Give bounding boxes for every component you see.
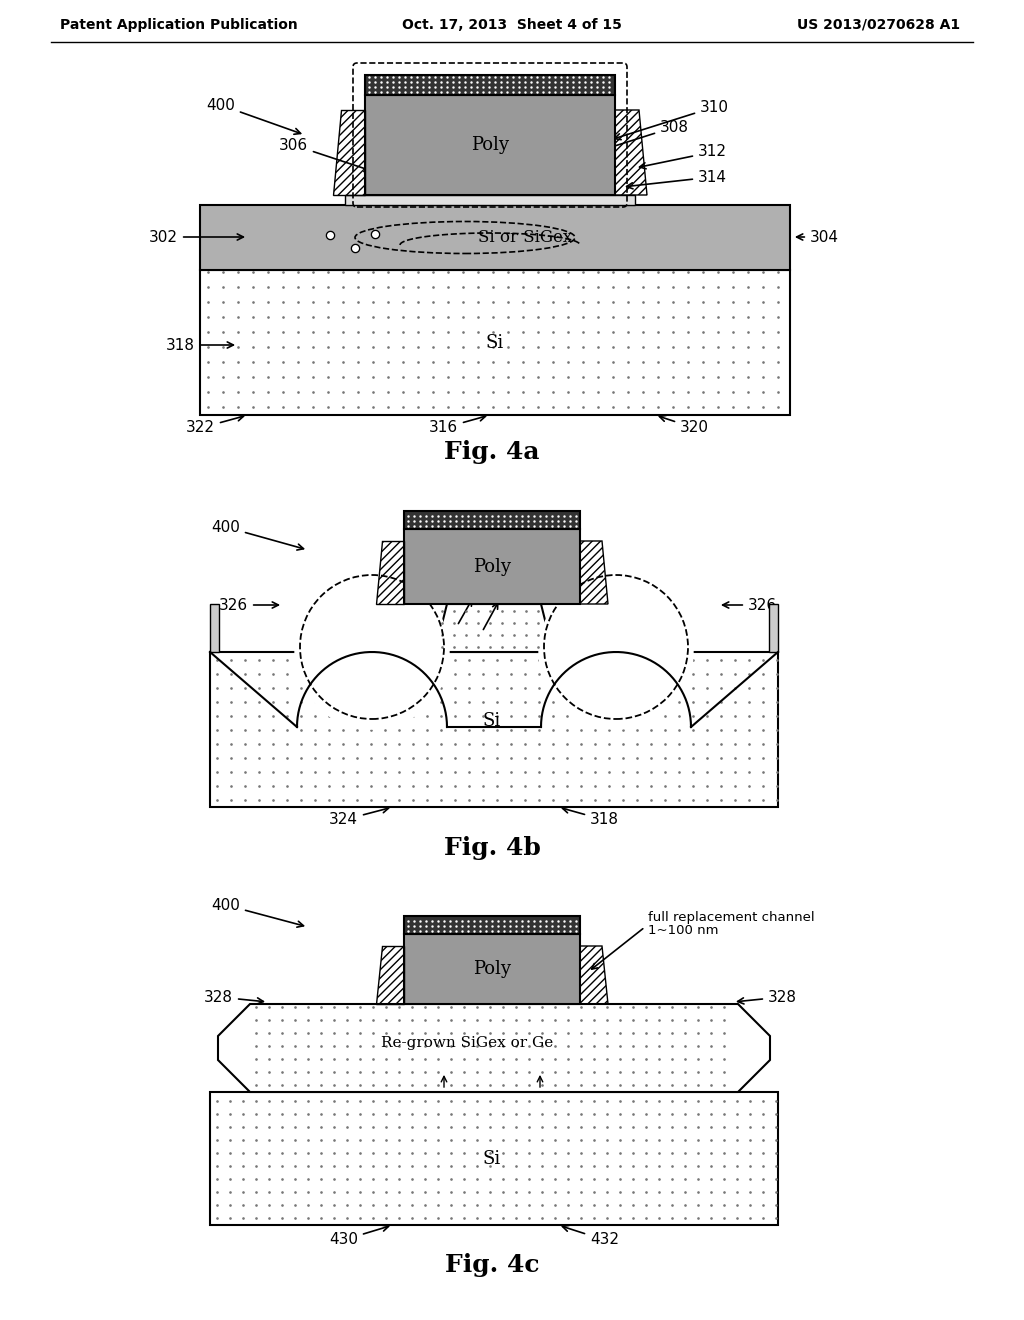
Bar	[200, 205, 790, 271]
Text: 1~100 nm: 1~100 nm	[648, 924, 719, 936]
Text: Oct. 17, 2013  Sheet 4 of 15: Oct. 17, 2013 Sheet 4 of 15	[402, 18, 622, 32]
Text: 318: 318	[562, 807, 618, 828]
Text: Si: Si	[485, 334, 504, 351]
Text: 326: 326	[723, 598, 777, 612]
Bar	[404, 916, 580, 935]
Text: 430: 430	[329, 1225, 388, 1247]
Bar	[345, 195, 635, 205]
Text: Si: Si	[483, 1150, 501, 1167]
Text: 318: 318	[166, 338, 233, 352]
Text: Si or SiGex: Si or SiGex	[478, 228, 572, 246]
Text: 432: 432	[562, 1225, 618, 1247]
Text: 324: 324	[329, 807, 388, 828]
Polygon shape	[435, 605, 553, 652]
Bar	[210, 1092, 778, 1225]
Bar	[365, 95, 615, 195]
Circle shape	[301, 576, 443, 718]
Text: full replacement channel: full replacement channel	[648, 911, 815, 924]
Text: Patent Application Publication: Patent Application Publication	[60, 18, 298, 32]
Text: 322: 322	[186, 414, 244, 436]
Bar	[210, 605, 219, 652]
Text: Si: Si	[483, 713, 501, 730]
Polygon shape	[218, 1005, 770, 1092]
Circle shape	[545, 576, 687, 718]
Bar	[769, 605, 778, 652]
Text: 328: 328	[204, 990, 263, 1005]
Text: 312: 312	[640, 144, 727, 169]
Text: 400: 400	[211, 898, 303, 927]
Text: 308: 308	[585, 120, 689, 157]
Bar	[404, 529, 580, 605]
Text: Fig. 4c: Fig. 4c	[444, 1253, 540, 1276]
Text: Fig. 4b: Fig. 4b	[443, 836, 541, 861]
Text: 314: 314	[627, 169, 727, 189]
Circle shape	[539, 576, 693, 729]
Text: 328: 328	[737, 990, 797, 1005]
Text: 316: 316	[429, 414, 485, 436]
Text: 400: 400	[211, 520, 303, 550]
Bar	[200, 271, 790, 414]
Text: Poly: Poly	[471, 136, 509, 154]
Text: Poly: Poly	[473, 557, 511, 576]
Bar	[404, 935, 580, 1005]
Circle shape	[295, 576, 449, 729]
Text: 320: 320	[659, 416, 709, 436]
Bar	[365, 75, 615, 95]
Text: US 2013/0270628 A1: US 2013/0270628 A1	[797, 18, 961, 32]
Text: Fig. 4a: Fig. 4a	[444, 440, 540, 465]
Text: 302: 302	[150, 230, 244, 244]
Bar	[210, 652, 778, 807]
Text: Poly: Poly	[473, 960, 511, 978]
Text: 400: 400	[206, 98, 301, 135]
Text: 310: 310	[614, 99, 729, 140]
Text: 306: 306	[279, 137, 371, 172]
Bar	[404, 511, 580, 529]
Text: 304: 304	[797, 230, 839, 244]
Text: 326: 326	[219, 598, 279, 612]
Text: Re-grown SiGex or Ge: Re-grown SiGex or Ge	[381, 1036, 553, 1049]
